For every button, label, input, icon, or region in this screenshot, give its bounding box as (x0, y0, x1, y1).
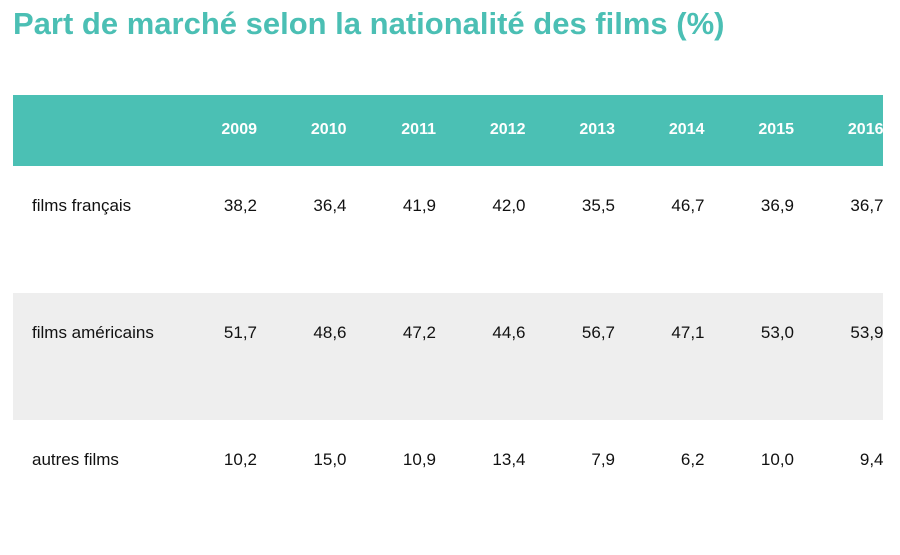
table-cell: 10,9 (402, 450, 436, 469)
table-cell: 38,2 (223, 196, 257, 215)
table-row: films français 38,2 36,4 41,9 42,0 35,5 46,7 36… (13, 166, 883, 293)
column-header-2013: 2013 (579, 121, 615, 138)
row-label: films français (32, 196, 132, 215)
table-cell: 47,1 (671, 323, 705, 342)
column-header-2016: 2016 (847, 121, 883, 138)
page-title: Part de marché selon la nationalité des … (13, 6, 725, 41)
table-cell: 35,5 (581, 196, 615, 215)
table-cell: 51,7 (223, 323, 257, 342)
table-cell: 9,4 (859, 450, 883, 469)
column-header-2014: 2014 (668, 121, 705, 138)
table-row: films américains 51,7 48,6 47,2 44,6 56,7 47,1… (13, 293, 883, 420)
row-label: autres films (32, 450, 119, 469)
table-cell: 53,0 (760, 323, 794, 342)
table-cell: 10,0 (760, 450, 794, 469)
table-cell: 53,9 (850, 323, 883, 342)
column-header-2015: 2015 (758, 121, 794, 138)
table-row: autres films 10,2 15,0 10,9 13,4 7,9 6,2 10,0 9,… (13, 420, 883, 547)
column-header-2010: 2010 (310, 121, 347, 138)
table-header-row: 2009 2010 2011 2012 2013 2014 2015 2016 (13, 95, 883, 166)
table-cell: 15,0 (313, 450, 347, 469)
table-cell: 44,6 (492, 323, 526, 342)
table-cell: 7,9 (591, 450, 615, 469)
column-header-2012: 2012 (489, 121, 526, 138)
table-cell: 6,2 (680, 450, 705, 469)
table-cell: 56,7 (581, 323, 615, 342)
table-cell: 10,2 (223, 450, 257, 469)
table-cell: 36,4 (313, 196, 347, 215)
table-cell: 36,7 (850, 196, 883, 215)
table-cell: 42,0 (492, 196, 526, 215)
table-cell: 13,4 (492, 450, 526, 469)
column-header-2011: 2011 (401, 121, 436, 138)
row-label: films américains (32, 323, 154, 342)
column-header-2009: 2009 (221, 121, 257, 138)
table-cell: 36,9 (760, 196, 794, 215)
table-cell: 46,7 (671, 196, 705, 215)
table-cell: 48,6 (313, 323, 347, 342)
table-cell: 41,9 (402, 196, 436, 215)
market-share-table: 2009 2010 2011 2012 2013 2014 2015 2016 films fr… (13, 95, 883, 555)
table-cell: 47,2 (402, 323, 436, 342)
